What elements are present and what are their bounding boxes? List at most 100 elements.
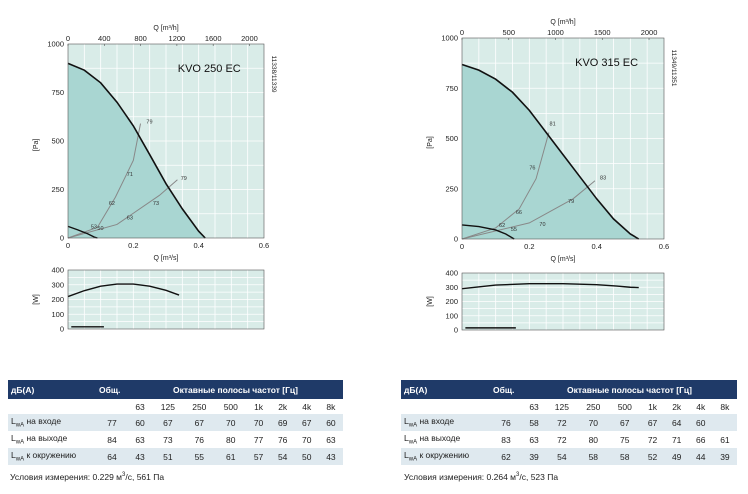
cell-value: 54: [546, 448, 578, 465]
y-axis-label: [Pa]: [33, 139, 40, 152]
cell-value: 63: [128, 431, 153, 448]
cell-total: 77: [96, 414, 128, 431]
x-axis-label: Q [m³/s]: [551, 256, 576, 263]
cell-value: [712, 414, 737, 431]
system-curve: [461, 180, 596, 240]
cell-value: 54: [270, 448, 295, 465]
fan-curve: [67, 62, 206, 239]
point-label: 53: [91, 224, 97, 230]
cell-value: 52: [640, 448, 665, 465]
cell-value: 70: [246, 414, 271, 431]
table-row: LwA на выходе 83 63 72 80 75 72 71 66 61: [401, 431, 737, 448]
y-tick-label: 1000: [441, 34, 458, 43]
cell-value: 63: [522, 431, 547, 448]
x-top-tick-label: 800: [134, 34, 147, 43]
power-curve: [67, 283, 180, 298]
x-top-tick-label: 2000: [641, 28, 658, 37]
cell-value: 80: [215, 431, 247, 448]
y-tick-label: 250: [51, 185, 64, 194]
cell-value: 58: [522, 414, 547, 431]
cell-value: 67: [183, 414, 216, 431]
cell-value: 43: [128, 448, 153, 465]
x-tick-label: 0.6: [659, 242, 669, 251]
cell-value: 60: [688, 414, 713, 431]
power-y-axis-label: [W]: [427, 296, 434, 307]
cell-value: 67: [640, 414, 665, 431]
power-y-tick-label: 300: [51, 280, 64, 289]
noise-table-kvo-315: дБ(A) Общ. Октавные полосы частот [Гц] 6…: [401, 380, 737, 465]
cell-total: 76: [490, 414, 522, 431]
x-tick-label: 0.4: [591, 242, 601, 251]
fan-curve-low: [461, 224, 515, 240]
row-label: LwA на выходе: [401, 431, 490, 448]
power-y-tick-label: 200: [445, 297, 458, 306]
fan-curve: [461, 63, 640, 240]
operating-area: [68, 63, 206, 239]
table-header-unit: дБ(A): [401, 380, 490, 399]
cell-value: 75: [609, 431, 641, 448]
power-y-tick-label: 400: [445, 269, 458, 278]
x-top-tick-label: 0: [460, 28, 464, 37]
band-label: 125: [546, 399, 578, 414]
row-label: LwA на входе: [401, 414, 490, 431]
cell-value: 67: [152, 414, 184, 431]
cell-value: 64: [664, 414, 689, 431]
x-top-tick-label: 1500: [594, 28, 611, 37]
noise-table-kvo-250: дБ(A) Общ. Октавные полосы частот [Гц] 6…: [8, 380, 343, 465]
power-y-tick-label: 0: [60, 325, 64, 334]
cell-value: 69: [270, 414, 295, 431]
table-header-total: Общ.: [96, 380, 128, 399]
power-curve: [461, 282, 639, 290]
y-tick-label: 500: [51, 137, 64, 146]
point-label: 79: [146, 120, 152, 126]
cell-value: 71: [664, 431, 689, 448]
x-tick-label: 0: [460, 242, 464, 251]
cell-value: 70: [215, 414, 247, 431]
x-top-axis-label: Q [m³/h]: [550, 19, 575, 26]
x-top-tick-label: 1200: [169, 34, 186, 43]
row-label: LwA на входе: [8, 414, 96, 431]
x-axis-label: Q [m³/s]: [154, 255, 179, 262]
cell-value: 39: [522, 448, 547, 465]
cell-value: 70: [577, 414, 610, 431]
cell-value: 49: [664, 448, 689, 465]
power-y-tick-label: 100: [51, 310, 64, 319]
point-label: 73: [153, 201, 159, 207]
power-y-tick-label: 0: [454, 326, 458, 335]
chart-title: KVO 315 EC: [575, 57, 638, 69]
cell-value: 55: [183, 448, 216, 465]
system-curve: [67, 123, 142, 239]
power-y-axis-label: [W]: [33, 294, 40, 305]
point-label: 83: [600, 176, 606, 182]
y-tick-label: 750: [445, 84, 458, 93]
band-label: 4k: [294, 399, 319, 414]
fan-curve-low: [67, 225, 98, 239]
cell-value: 76: [183, 431, 216, 448]
band-label: 500: [215, 399, 247, 414]
cell-value: 58: [577, 448, 610, 465]
band-label: 500: [609, 399, 641, 414]
band-label: 1k: [246, 399, 271, 414]
x-top-tick-label: 1000: [547, 28, 564, 37]
point-label: 71: [127, 172, 133, 178]
band-label: 2k: [270, 399, 295, 414]
point-label: 70: [539, 222, 545, 228]
table-header-total: Общ.: [490, 380, 522, 399]
point-label: 63: [127, 216, 133, 222]
band-label: 8k: [712, 399, 737, 414]
y-tick-label: 250: [445, 184, 458, 193]
y-tick-label: 0: [454, 235, 458, 244]
row-label: LwA на выходе: [8, 431, 96, 448]
x-top-tick-label: 500: [503, 28, 516, 37]
band-label: 63: [522, 399, 547, 414]
cell-value: 67: [609, 414, 641, 431]
cell-value: 43: [318, 448, 343, 465]
x-tick-label: 0.2: [524, 242, 534, 251]
cell-value: 61: [712, 431, 737, 448]
cell-value: 76: [270, 431, 295, 448]
cell-value: 72: [640, 431, 665, 448]
table-row: LwA к окружению 62 39 54 58 58 52 49 44 …: [401, 448, 737, 465]
x-top-tick-label: 2000: [241, 34, 258, 43]
point-label: 79: [181, 176, 187, 182]
